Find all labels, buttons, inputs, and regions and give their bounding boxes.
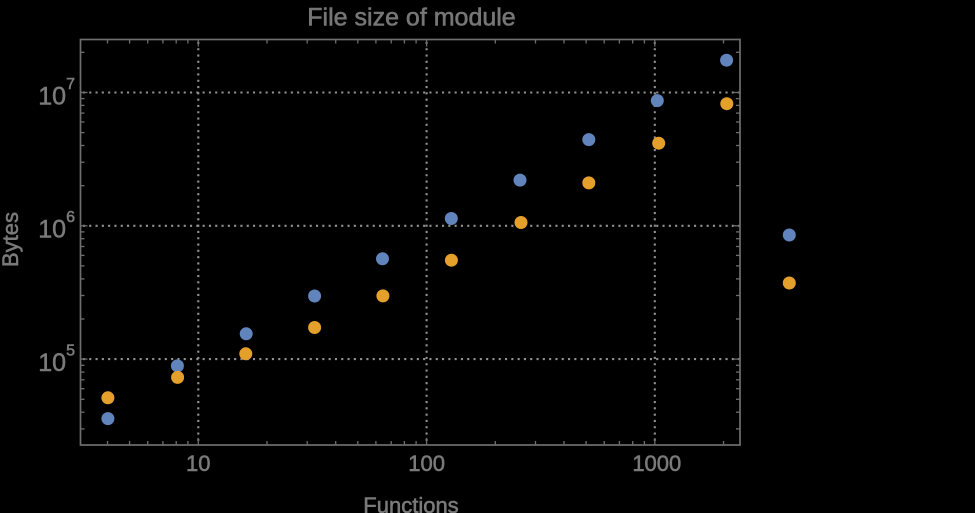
svg-text:File size of module: File size of module — [307, 4, 515, 32]
svg-text:10: 10 — [186, 451, 210, 476]
svg-text:107: 107 — [38, 76, 75, 111]
svg-text:Functions: Functions — [363, 493, 458, 513]
svg-text:1000: 1000 — [632, 451, 681, 476]
svg-text:Bytes: Bytes — [0, 212, 23, 267]
svg-text:105: 105 — [38, 342, 75, 377]
svg-text:100: 100 — [408, 451, 445, 476]
svg-text:106: 106 — [38, 209, 75, 244]
